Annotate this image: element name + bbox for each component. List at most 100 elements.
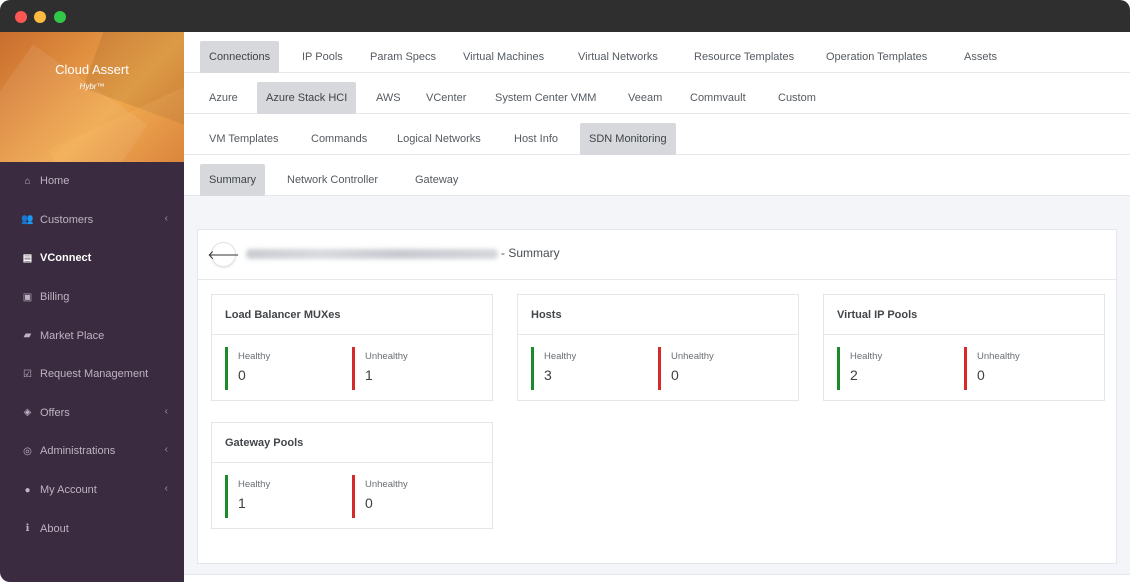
tab-summary[interactable]: Summary (200, 164, 266, 196)
tab-azure-stack-hci[interactable]: Azure Stack HCI (257, 82, 357, 114)
redacted-host-name (246, 249, 498, 259)
minimize-window-button[interactable] (34, 11, 46, 23)
tab-virtual-machines[interactable]: Virtual Machines (463, 51, 545, 63)
sidebar-nav: ⌂ Home 👥 Customers ‹ ▤ VConnect ▣ Billing ▰ Market… (0, 162, 184, 548)
sidebar-item-request-management[interactable]: ☑ Request Management (0, 355, 184, 394)
tab-system-center-vmm[interactable]: System Center VMM (495, 92, 597, 104)
card-title: Virtual IP Pools (824, 295, 1104, 335)
status-card-load-balancer-muxes: Load Balancer MUXes Healthy 0 Unhealthy 1 (211, 294, 493, 401)
close-window-button[interactable] (15, 11, 27, 23)
maximize-window-button[interactable] (54, 11, 66, 23)
healthy-metric: Healthy 3 (531, 347, 641, 390)
tags-icon: ◈ (23, 407, 32, 419)
sidebar: Cloud Assert Hybr™ ⌂ Home 👥 Customers ‹ ▤ VCon… (0, 32, 184, 582)
sidebar-item-label: Market Place (40, 329, 105, 342)
summary-panel: 🡐 - Summary Load Balancer MUXes Healthy 0 U… (197, 229, 1117, 564)
tab-connections[interactable]: Connections (200, 41, 280, 73)
sidebar-item-label: Customers (40, 213, 94, 226)
unhealthy-metric: Unhealthy 0 (658, 347, 768, 390)
tab-aws[interactable]: AWS (376, 92, 401, 104)
main-content: Connections IP Pools Param Specs Virtual Ma… (184, 32, 1130, 582)
shopping-bag-icon: ▰ (23, 330, 32, 342)
sidebar-item-offers[interactable]: ◈ Offers ‹ (0, 394, 184, 433)
tab-row-connections: Connections IP Pools Param Specs Virtual Ma… (184, 32, 1130, 73)
tab-assets[interactable]: Assets (964, 51, 998, 63)
tab-host-info[interactable]: Host Info (514, 133, 559, 145)
tab-row-sdn-sections: Summary Network Controller Gateway (184, 155, 1130, 196)
unhealthy-count: 0 (977, 367, 985, 383)
healthy-indicator (225, 475, 228, 518)
healthy-metric: Healthy 2 (837, 347, 947, 390)
tab-param-specs[interactable]: Param Specs (370, 51, 437, 63)
tab-azure[interactable]: Azure (209, 92, 238, 104)
unhealthy-count: 0 (671, 367, 679, 383)
server-icon: ▤ (22, 252, 33, 264)
tab-virtual-networks[interactable]: Virtual Networks (578, 51, 658, 63)
healthy-metric: Healthy 1 (225, 475, 335, 518)
healthy-metric: Healthy 0 (225, 347, 335, 390)
chevron-left-icon: ‹ (164, 405, 168, 417)
unhealthy-indicator (352, 475, 355, 518)
healthy-label: Healthy (238, 351, 271, 362)
sidebar-item-label: About (40, 522, 69, 535)
tab-sdn-monitoring[interactable]: SDN Monitoring (580, 123, 676, 155)
sidebar-item-my-account[interactable]: ● My Account ‹ (0, 471, 184, 510)
sidebar-item-label: Administrations (40, 445, 116, 458)
tab-logical-networks[interactable]: Logical Networks (397, 133, 481, 145)
healthy-indicator (531, 347, 534, 390)
tab-commands[interactable]: Commands (311, 133, 368, 145)
tab-gateway[interactable]: Gateway (415, 174, 459, 186)
tab-vcenter[interactable]: VCenter (426, 92, 467, 104)
user-icon: ● (24, 484, 31, 496)
chevron-left-icon: ‹ (164, 212, 168, 224)
brand-banner: Cloud Assert Hybr™ (0, 32, 184, 162)
unhealthy-indicator (658, 347, 661, 390)
sidebar-item-vconnect[interactable]: ▤ VConnect (0, 239, 184, 278)
tab-veeam[interactable]: Veeam (628, 92, 663, 104)
summary-title: - Summary (501, 246, 560, 260)
card-title: Load Balancer MUXes (212, 295, 492, 335)
info-icon: ℹ (25, 523, 30, 535)
arrow-left-icon: 🡐 (207, 248, 240, 262)
card-title: Hosts (518, 295, 798, 335)
sidebar-item-customers[interactable]: 👥 Customers ‹ (0, 201, 184, 240)
sidebar-item-label: Billing (40, 291, 70, 304)
tab-ip-pools[interactable]: IP Pools (302, 51, 343, 63)
tab-vm-templates[interactable]: VM Templates (209, 133, 279, 145)
brand-subtitle: Hybr™ (79, 82, 105, 91)
sidebar-item-administrations[interactable]: ◎ Administrations ‹ (0, 432, 184, 471)
tab-commvault[interactable]: Commvault (690, 92, 746, 104)
sidebar-item-label: My Account (40, 484, 97, 497)
chevron-left-icon: ‹ (164, 482, 168, 494)
card-title: Gateway Pools (212, 423, 492, 463)
tab-network-controller[interactable]: Network Controller (287, 174, 379, 186)
check-square-icon: ☑ (23, 368, 32, 380)
sidebar-item-about[interactable]: ℹ About (0, 509, 184, 548)
status-card-gateway-pools: Gateway Pools Healthy 1 Unhealthy 0 (211, 422, 493, 529)
brand-title: Cloud Assert (55, 62, 129, 77)
healthy-count: 2 (850, 367, 858, 383)
healthy-label: Healthy (238, 479, 271, 490)
sidebar-item-market-place[interactable]: ▰ Market Place (0, 316, 184, 355)
sidebar-item-home[interactable]: ⌂ Home (0, 162, 184, 201)
panel-header: 🡐 - Summary (198, 230, 1116, 280)
tab-custom[interactable]: Custom (778, 92, 816, 104)
unhealthy-label: Unhealthy (671, 351, 714, 362)
healthy-label: Healthy (850, 351, 883, 362)
sidebar-item-billing[interactable]: ▣ Billing (0, 278, 184, 317)
money-icon: ▣ (22, 291, 33, 303)
unhealthy-label: Unhealthy (977, 351, 1020, 362)
sidebar-item-label: VConnect (40, 252, 92, 265)
unhealthy-indicator (964, 347, 967, 390)
healthy-count: 3 (544, 367, 552, 383)
healthy-indicator (837, 347, 840, 390)
tab-operation-templates[interactable]: Operation Templates (826, 51, 928, 63)
unhealthy-indicator (352, 347, 355, 390)
sidebar-item-label: Home (40, 175, 70, 188)
tab-resource-templates[interactable]: Resource Templates (694, 51, 795, 63)
healthy-label: Healthy (544, 351, 577, 362)
back-button[interactable]: 🡐 (207, 242, 240, 267)
healthy-indicator (225, 347, 228, 390)
status-card-hosts: Hosts Healthy 3 Unhealthy 0 (517, 294, 799, 401)
